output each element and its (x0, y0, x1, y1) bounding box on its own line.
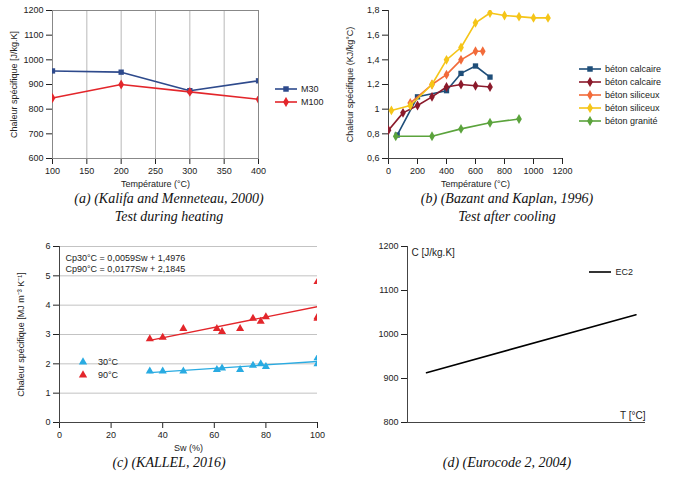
html-text:Test during heating: Test during heating (114, 209, 224, 224)
svg-text:1200: 1200 (23, 5, 43, 15)
svg-text:1: 1 (374, 104, 379, 114)
svg-text:900: 900 (383, 373, 398, 383)
svg-text:0,6: 0,6 (367, 153, 380, 163)
html-text:béton siliceux: béton siliceux (605, 103, 660, 113)
svg-text:Cp30°C = 0,0059Sw + 1,4976Cp90: Cp30°C = 0,0059Sw + 1,4976Cp90°C = 0,017… (66, 252, 186, 273)
svg-text:1100: 1100 (379, 285, 398, 295)
svg-text:0: 0 (386, 166, 391, 176)
svg-text:300: 300 (182, 166, 197, 176)
svg-text:0: 0 (57, 430, 62, 440)
svg-text:1200: 1200 (378, 241, 398, 251)
svg-text:800: 800 (497, 166, 512, 176)
svg-text:1,2: 1,2 (367, 79, 380, 89)
svg-text:100: 100 (310, 430, 325, 440)
svg-text:T [°C]: T [°C] (620, 410, 646, 421)
svg-text:1,6: 1,6 (367, 30, 380, 40)
svg-text:2: 2 (45, 359, 50, 369)
svg-text:200: 200 (114, 166, 129, 176)
svg-text:200: 200 (410, 166, 425, 176)
svg-text:1,8: 1,8 (367, 5, 380, 15)
svg-text:1000: 1000 (378, 329, 398, 339)
html-text:(b) (Bazant and Kaplan, 1996): (b) (Bazant and Kaplan, 1996) (420, 191, 594, 206)
svg-text:Sw (%): Sw (%) (174, 443, 203, 453)
svg-text:150: 150 (79, 166, 94, 176)
html-text:Test after cooling: Test after cooling (458, 209, 556, 224)
svg-text:400: 400 (251, 166, 266, 176)
svg-text:80: 80 (261, 430, 271, 440)
html-text:90°C: 90°C (98, 370, 119, 380)
svg-text:5: 5 (45, 271, 50, 281)
svg-text:0,8: 0,8 (367, 129, 380, 139)
svg-text:4: 4 (45, 300, 50, 310)
svg-text:800: 800 (383, 417, 398, 427)
svg-text:700: 700 (28, 129, 43, 139)
html-text:béton granité: béton granité (605, 116, 658, 126)
svg-text:800: 800 (28, 104, 43, 114)
svg-text:Chaleur spécifique (KJ/kg°C): Chaleur spécifique (KJ/kg°C) (345, 27, 355, 143)
html-text:béton calcaire: béton calcaire (605, 77, 661, 87)
svg-text:6: 6 (45, 241, 50, 251)
html-text:(d) (Eurocode 2, 2004): (d) (Eurocode 2, 2004) (442, 455, 572, 470)
svg-text:600: 600 (468, 166, 483, 176)
svg-text:1,4: 1,4 (367, 55, 380, 65)
html-text:30°C: 30°C (98, 357, 119, 367)
svg-text:20: 20 (106, 430, 116, 440)
svg-text:3: 3 (45, 329, 50, 339)
svg-text:250: 250 (148, 166, 163, 176)
svg-text:900: 900 (28, 79, 43, 89)
html-text:EC2: EC2 (615, 267, 633, 277)
svg-text:Température (°C): Température (°C) (121, 179, 190, 189)
svg-text:1200: 1200 (552, 166, 572, 176)
svg-text:60: 60 (209, 430, 219, 440)
svg-text:100: 100 (45, 166, 60, 176)
html-text:M100: M100 (301, 96, 324, 107)
html-text:M30: M30 (301, 83, 319, 94)
svg-text:400: 400 (439, 166, 454, 176)
svg-text:1000: 1000 (523, 166, 543, 176)
svg-text:Chaleur spécifique [MJ m⁻³ K⁻¹: Chaleur spécifique [MJ m⁻³ K⁻¹] (16, 272, 26, 397)
html-text:(c) (KALLEL, 2016): (c) (KALLEL, 2016) (112, 455, 226, 470)
svg-text:40: 40 (158, 430, 168, 440)
svg-text:0: 0 (45, 417, 50, 427)
html-text:béton siliceux: béton siliceux (605, 90, 660, 100)
svg-text:1000: 1000 (23, 55, 43, 65)
svg-text:Chaleur spécifique [J/kg.K]: Chaleur spécifique [J/kg.K] (9, 31, 19, 138)
svg-text:350: 350 (217, 166, 232, 176)
svg-text:600: 600 (28, 153, 43, 163)
svg-text:Température (°C): Température (°C) (441, 179, 510, 189)
svg-text:1100: 1100 (24, 30, 43, 40)
svg-text:C [J/kg.K]: C [J/kg.K] (412, 247, 456, 258)
svg-text:1: 1 (45, 388, 50, 398)
html-text:(a) (Kalifa and Menneteau, 200: (a) (Kalifa and Menneteau, 2000) (74, 191, 264, 206)
html-text:béton calcaire: béton calcaire (605, 64, 661, 74)
